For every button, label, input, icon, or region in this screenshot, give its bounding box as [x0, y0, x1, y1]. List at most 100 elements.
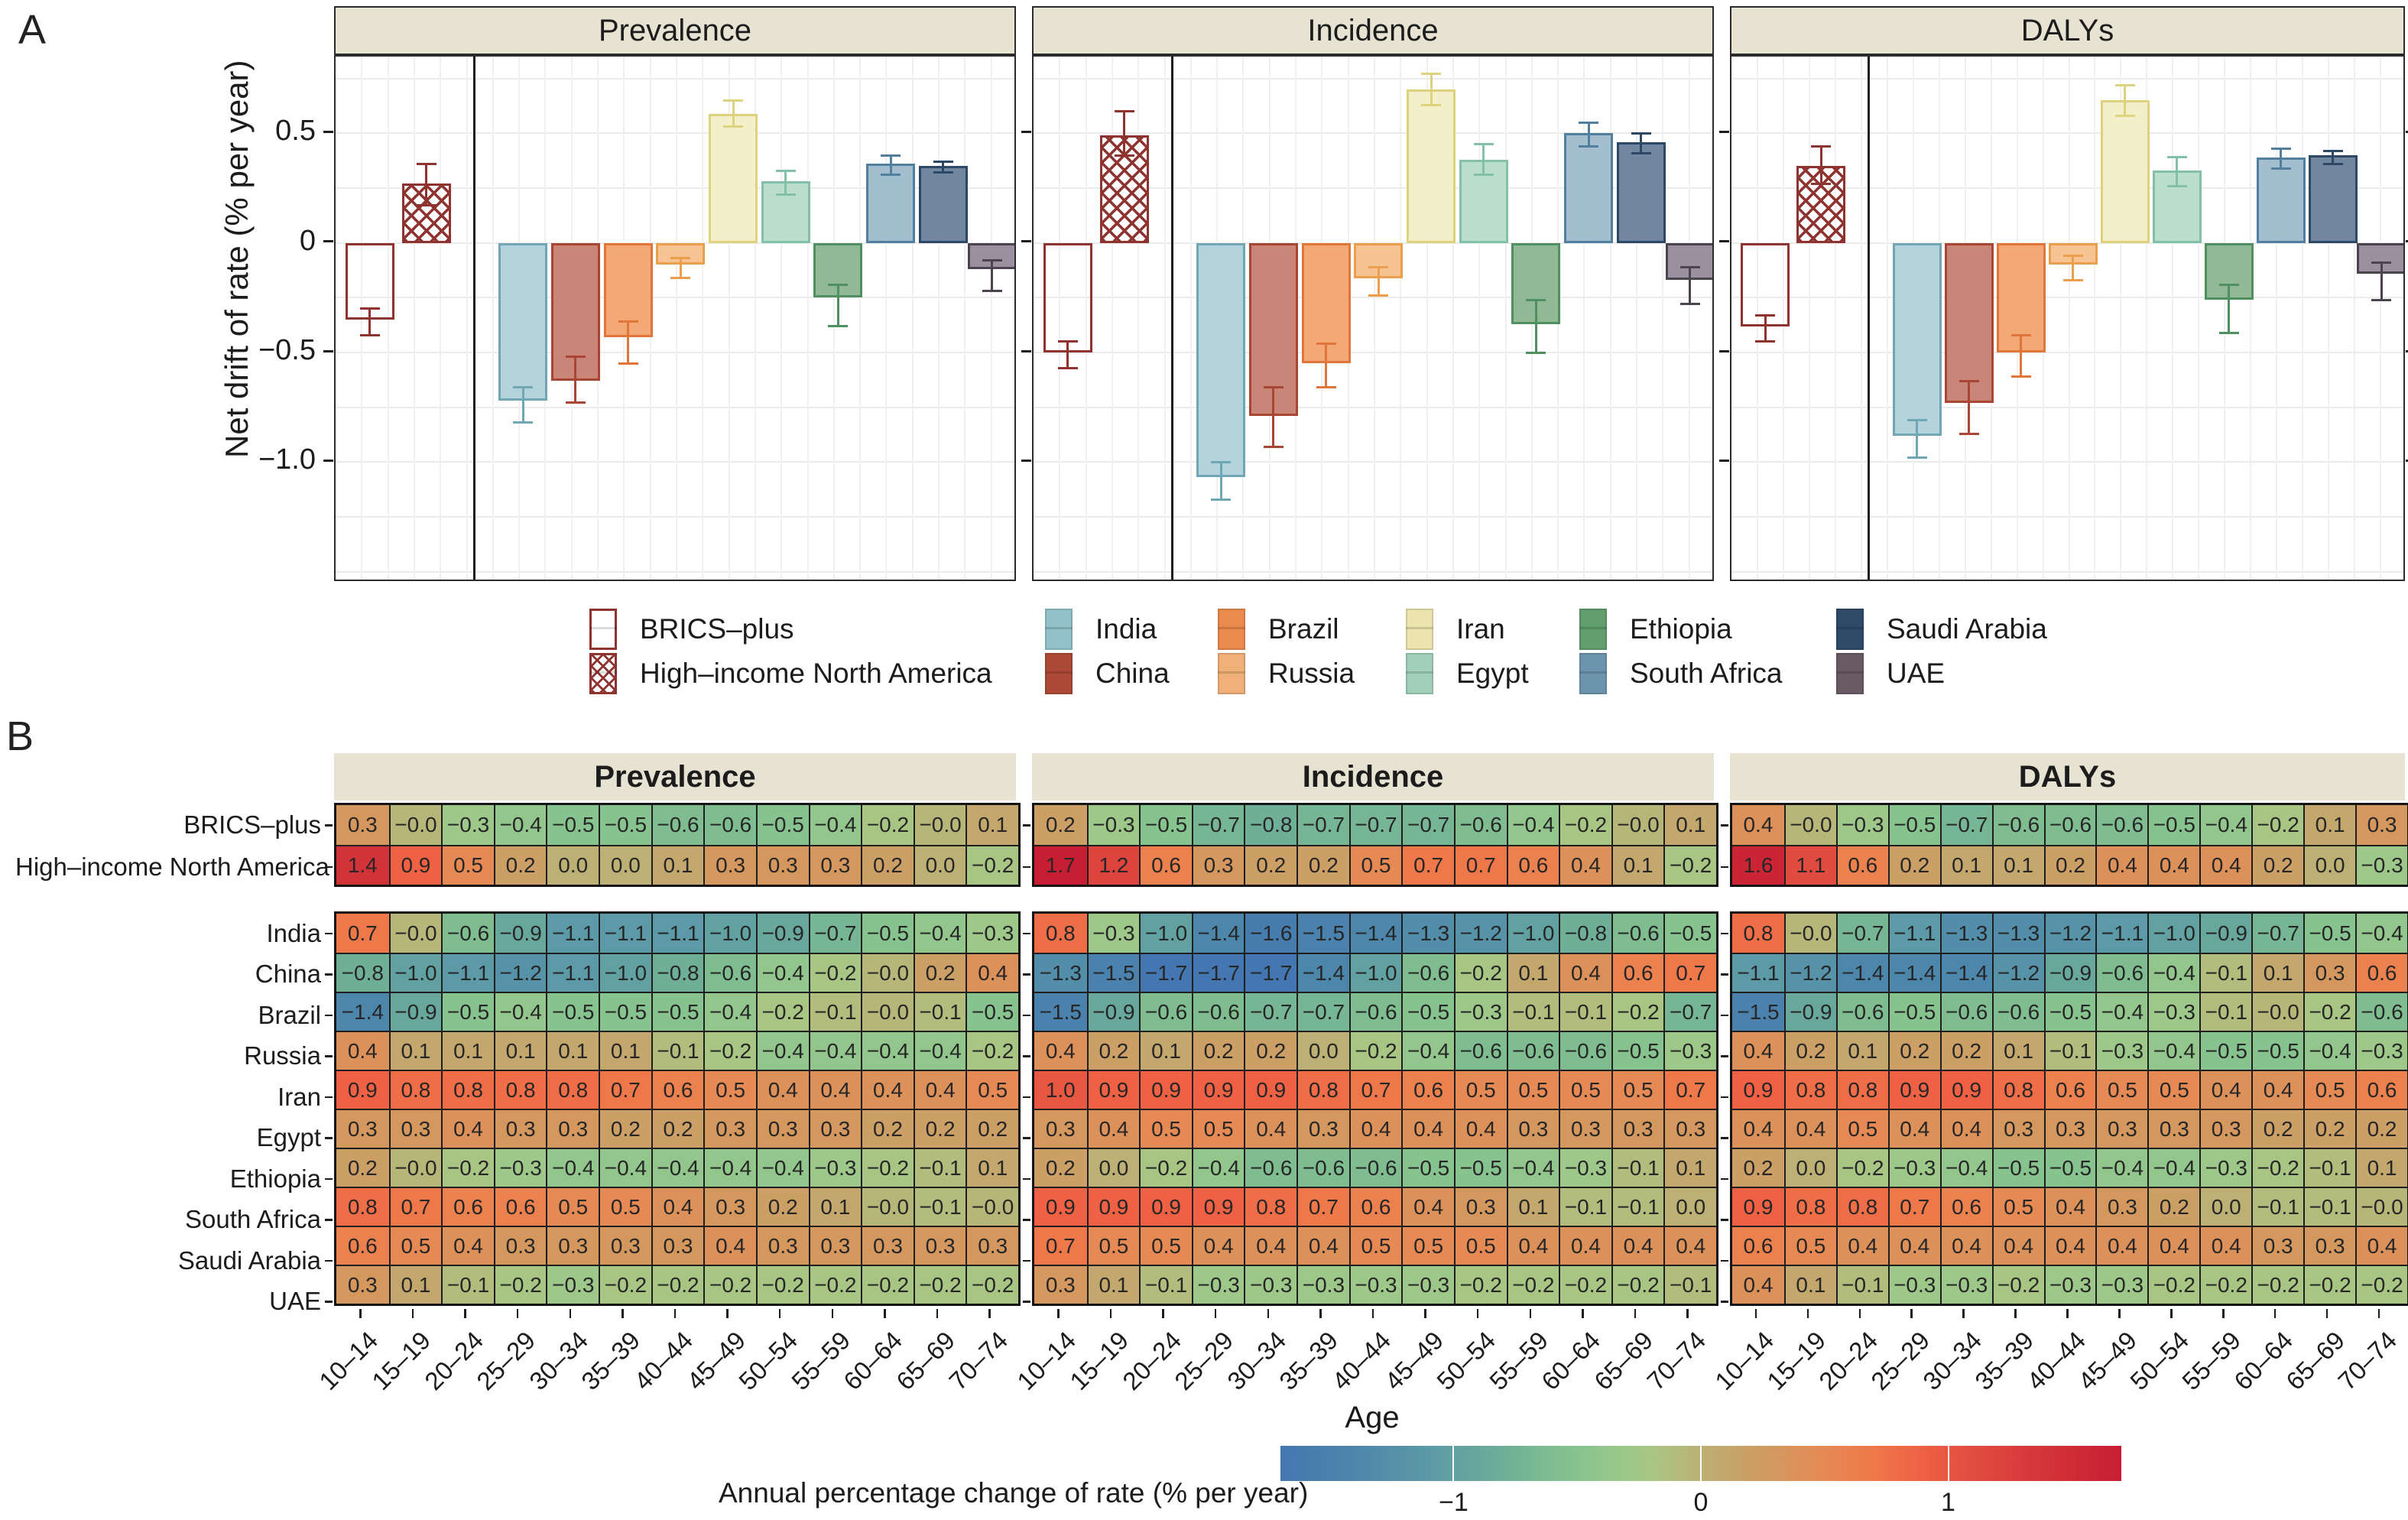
heatmap-cell-prevalence-brazil-15-19: −0.9: [388, 992, 442, 1031]
heatmap-cell-dalys-brazil-60-64: −0.0: [2251, 992, 2304, 1031]
heatmap-cell-incidence-china-70-74: 0.7: [1663, 953, 1716, 992]
heatmap-cell-incidence-saudi-arabia-40-44: 0.5: [1348, 1226, 1402, 1265]
heatmap-cell-prevalence-brazil-50-54: −0.2: [755, 992, 809, 1031]
colorbar-tick-label: −1: [1439, 1488, 1468, 1517]
heatmap-cell-dalys-saudi-arabia-40-44: 0.4: [2043, 1226, 2096, 1265]
heatmap-cell-prevalence-ethiopia-30-34: −0.4: [546, 1148, 599, 1187]
errorbar-line: [1689, 267, 1692, 304]
age-tick: [1754, 1309, 1757, 1318]
heatmap-cell-prevalence-iran-10-14: 0.9: [336, 1070, 389, 1109]
errorbar-cap-top: [1473, 143, 1494, 146]
heatmap-cell-prevalence-high-income-north-america-45-49: 0.3: [703, 845, 756, 885]
bar-incidence-india: [1196, 242, 1246, 478]
heatmap-cell-prevalence-iran-65-69: 0.4: [913, 1070, 966, 1109]
heatmap-cell-dalys-iran-25-29: 0.9: [1887, 1070, 1940, 1109]
heatmap-cell-prevalence-saudi-arabia-15-19: 0.5: [388, 1226, 442, 1265]
errorbar-cap-top: [1421, 73, 1442, 76]
age-tick: [1109, 1309, 1112, 1318]
errorbar-cap-bottom: [1211, 498, 1232, 501]
heatmap-cell-incidence-iran-55-59: 0.5: [1506, 1070, 1559, 1109]
errorbar-line: [1640, 133, 1643, 154]
errorbar-cap-bottom: [2270, 167, 2291, 170]
heatmap-cell-dalys-south-africa-45-49: 0.3: [2095, 1187, 2148, 1226]
errorbar-line: [1066, 341, 1069, 369]
gridline-h: [1731, 516, 2403, 518]
y-tick-mark: [323, 349, 333, 352]
bar-incidence-saudi-arabia: [1616, 141, 1666, 243]
row-tick: [325, 1219, 333, 1221]
errorbar-line: [1123, 111, 1126, 155]
heatmap-cell-prevalence-brazil-35-39: −0.5: [599, 992, 651, 1031]
heatmap-cell-prevalence-brics-plus-35-39: −0.5: [599, 805, 651, 845]
errorbar-cap-bottom: [1679, 303, 1700, 306]
heatmap-cell-incidence-high-income-north-america-70-74: −0.2: [1663, 845, 1716, 885]
age-tick: [516, 1309, 519, 1318]
heatmap-cell-dalys-high-income-north-america-65-69: 0.0: [2303, 845, 2356, 885]
heatmap-cell-prevalence-iran-45-49: 0.5: [703, 1070, 756, 1109]
heatmap-cell-incidence-egypt-20-24: 0.5: [1139, 1109, 1192, 1148]
errorbar-line: [425, 164, 428, 206]
age-tick: [1424, 1309, 1426, 1318]
heatmap-cell-incidence-uae-10-14: 0.3: [1034, 1265, 1087, 1304]
heatmap-cell-prevalence-high-income-north-america-40-44: 0.1: [651, 845, 704, 885]
row-tick: [325, 824, 333, 827]
heatmap-cell-prevalence-china-60-64: −0.0: [861, 953, 914, 992]
gridline-h: [1034, 406, 1712, 408]
bar-prevalence-china: [550, 242, 600, 382]
heatmap-cell-incidence-egypt-25-29: 0.5: [1191, 1109, 1245, 1148]
heatmap-cell-prevalence-brics-plus-15-19: −0.0: [388, 805, 442, 845]
heatmap-cell-prevalence-uae-40-44: −0.2: [651, 1265, 704, 1304]
heatmap-cell-incidence-brazil-60-64: −0.1: [1559, 992, 1611, 1031]
gridline-h: [1731, 77, 2403, 80]
gridline-v: [2146, 57, 2148, 580]
age-tick: [831, 1309, 834, 1318]
legend-egypt-key-line: [1406, 671, 1433, 674]
errorbar-cap-top: [1907, 419, 1927, 422]
heatmap-cell-dalys-russia-55-59: −0.5: [2199, 1031, 2252, 1070]
errorbar-line: [1534, 300, 1537, 352]
heatmap-cell-prevalence-high-income-north-america-60-64: 0.2: [861, 845, 914, 885]
heatmap-cell-prevalence-uae-65-69: −0.2: [913, 1265, 966, 1304]
legend-russia-key-line: [1218, 671, 1245, 674]
heatmap-cell-prevalence-high-income-north-america-15-19: 0.9: [388, 845, 442, 885]
facet-header-prevalence: Prevalence: [334, 6, 1016, 55]
errorbar-cap-top: [1811, 145, 1832, 148]
legend-high-income-north-america-label: High–income North America: [640, 658, 992, 689]
age-tick: [1582, 1309, 1584, 1318]
heatmap-cell-prevalence-russia-70-74: −0.2: [965, 1031, 1018, 1070]
heatmap-cell-prevalence-china-35-39: −1.0: [599, 953, 651, 992]
row-tick: [1721, 1219, 1728, 1221]
gridline-v: [832, 57, 835, 580]
heatmap-cell-prevalence-ethiopia-40-44: −0.4: [651, 1148, 704, 1187]
errorbar-line: [2176, 157, 2179, 187]
heatmap-cell-prevalence-egypt-10-14: 0.3: [336, 1109, 389, 1148]
heatmap-cell-prevalence-uae-50-54: −0.2: [755, 1265, 809, 1304]
heatmap-cell-dalys-egypt-30-34: 0.4: [1939, 1109, 1992, 1148]
heatmap-cell-dalys-brics-plus-65-69: 0.1: [2303, 805, 2356, 845]
heatmap-cell-incidence-south-africa-20-24: 0.9: [1139, 1187, 1192, 1226]
heatmap-cell-prevalence-saudi-arabia-30-34: 0.3: [546, 1226, 599, 1265]
gridline-h: [1034, 297, 1712, 299]
heatmap-cell-incidence-south-africa-25-29: 0.9: [1191, 1187, 1245, 1226]
errorbar-line: [2332, 151, 2335, 164]
heatmap-cell-incidence-brics-plus-20-24: −0.5: [1139, 805, 1192, 845]
heatmap-cell-incidence-china-45-49: −0.6: [1401, 953, 1454, 992]
heatmap-cell-prevalence-south-africa-45-49: 0.3: [703, 1187, 756, 1226]
heatmap-cell-prevalence-high-income-north-america-30-34: 0.0: [546, 845, 599, 885]
heatmap-cell-prevalence-egypt-60-64: 0.2: [861, 1109, 914, 1148]
heatmap-cell-incidence-china-20-24: −1.7: [1139, 953, 1192, 992]
heatmap-cell-prevalence-south-africa-25-29: 0.6: [493, 1187, 547, 1226]
heatmap-cell-prevalence-egypt-35-39: 0.2: [599, 1109, 651, 1148]
heatmap-cell-prevalence-india-45-49: −1.0: [703, 914, 756, 953]
heatmap-cell-dalys-china-50-54: −0.4: [2147, 953, 2200, 992]
heatmap-cell-dalys-south-africa-35-39: 0.5: [1991, 1187, 2044, 1226]
heatmap-cell-dalys-brazil-25-29: −0.5: [1887, 992, 1940, 1031]
row-label-india: India: [266, 918, 321, 947]
heatmap-cell-dalys-russia-35-39: 0.1: [1991, 1031, 2044, 1070]
heatmap-cell-dalys-egypt-55-59: 0.3: [2199, 1109, 2252, 1148]
legend-india-swatch: [1045, 609, 1073, 650]
legend-russia-label: Russia: [1268, 658, 1355, 689]
heatmap-cell-incidence-brics-plus-60-64: −0.2: [1559, 805, 1611, 845]
gridline-v: [1426, 57, 1428, 580]
y-tick-mark: [2406, 349, 2408, 352]
